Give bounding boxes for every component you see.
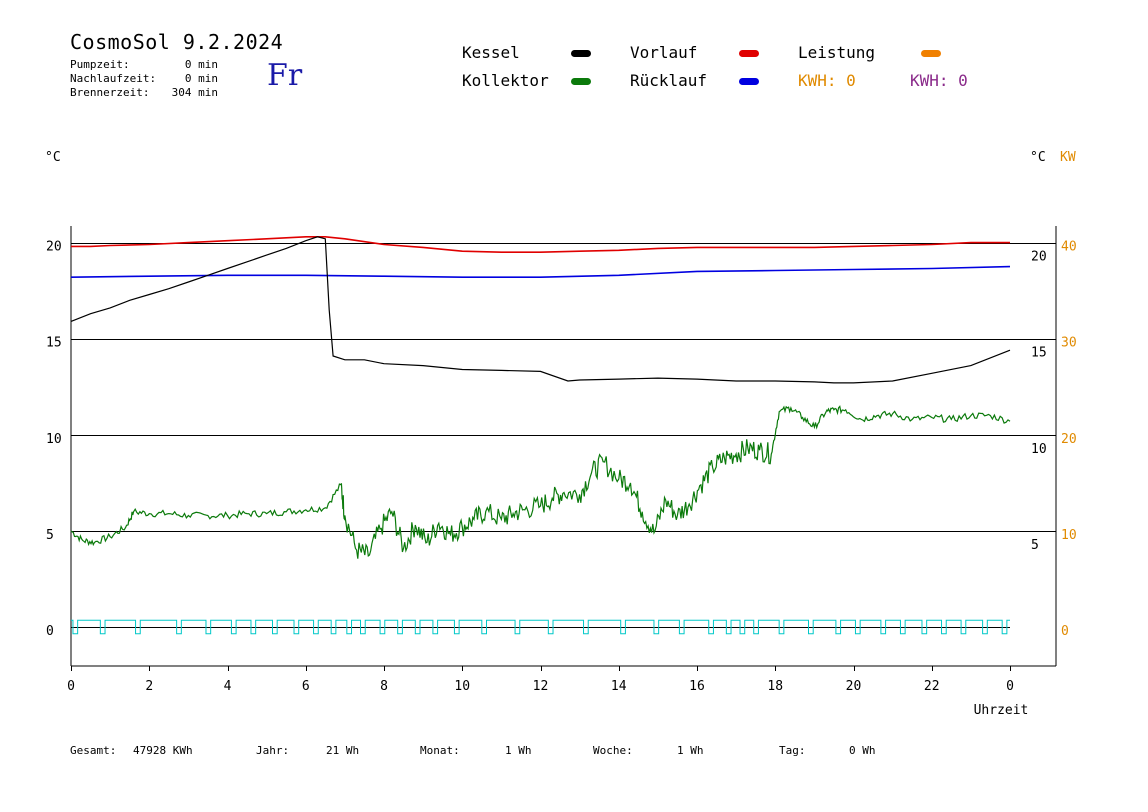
x-tick-label-11: 22 xyxy=(924,679,940,694)
left-tick-label-5: 5 xyxy=(46,528,54,543)
x-tick-label-8: 16 xyxy=(689,679,705,694)
pumpzeit-value: 0 min xyxy=(184,58,218,71)
left-tick-label-0: 0 xyxy=(46,624,54,639)
x-tick-label-9: 18 xyxy=(767,679,783,694)
legend-vorlauf-label: Vorlauf xyxy=(630,43,698,62)
brennerzeit-label: Brennerzeit: xyxy=(70,86,150,99)
footer-jahr-label: Jahr: xyxy=(256,744,290,757)
series-kessel-line xyxy=(70,236,1011,384)
series-pumpe-line xyxy=(71,619,1010,635)
right-kw-tick-30: 30 xyxy=(1061,336,1077,351)
x-axis-label: Uhrzeit xyxy=(974,703,1029,718)
pumpzeit-label: Pumpzeit: xyxy=(70,58,130,71)
right-celsius-tick-15: 15 xyxy=(1031,346,1047,361)
legend-kessel-label: Kessel xyxy=(462,43,520,62)
legend-ruecklauf-swatch xyxy=(739,78,759,85)
nachlaufzeit-label: Nachlaufzeit: xyxy=(70,72,157,85)
right-kw-tick-20: 20 xyxy=(1061,432,1077,447)
footer-gesamt-value: 47928 KWh xyxy=(133,744,193,757)
x-tick-label-0: 0 xyxy=(67,679,75,694)
chart-title: CosmoSol 9.2.2024 xyxy=(70,30,284,54)
legend-kollektor-swatch xyxy=(571,78,591,85)
x-tick-label-6: 12 xyxy=(533,679,549,694)
footer-woche-value: 1 Wh xyxy=(677,744,704,757)
left-tick-label-10: 10 xyxy=(46,432,62,447)
x-tick-label-4: 8 xyxy=(380,679,388,694)
x-tick-label-2: 4 xyxy=(224,679,232,694)
legend-kessel-swatch xyxy=(571,50,591,57)
right-kw-tick-40: 40 xyxy=(1061,240,1077,255)
x-tick-label-10: 20 xyxy=(846,679,862,694)
left-axis-unit: °C xyxy=(45,150,61,165)
legend-kollektor-label: Kollektor xyxy=(462,71,549,90)
series-ruecklauf-line xyxy=(70,265,1011,278)
right-axis-unit-celsius: °C xyxy=(1030,150,1046,165)
legend-vorlauf-swatch xyxy=(739,50,759,57)
x-tick-label-7: 14 xyxy=(611,679,627,694)
x-tick-label-12: 0 xyxy=(1006,679,1014,694)
legend-leistung-swatch xyxy=(921,50,941,57)
footer-monat-label: Monat: xyxy=(420,744,460,757)
right-axis-unit-kw: KW xyxy=(1060,150,1076,165)
left-tick-label-15: 15 xyxy=(46,336,62,351)
kwh-orange-label: KWH: 0 xyxy=(798,71,856,90)
x-tick-label-3: 6 xyxy=(302,679,310,694)
footer-monat-value: 1 Wh xyxy=(505,744,532,757)
footer-tag-value: 0 Wh xyxy=(849,744,876,757)
footer-gesamt-label: Gesamt: xyxy=(70,744,117,757)
kwh-purple-label: KWH: 0 xyxy=(910,71,968,90)
x-tick-label-5: 10 xyxy=(454,679,470,694)
weekday-label: Fr xyxy=(267,58,303,93)
legend-leistung-label: Leistung xyxy=(798,43,876,62)
brennerzeit-value: 304 min xyxy=(171,86,218,99)
series-vorlauf-line xyxy=(71,236,1010,253)
x-tick-label-1: 2 xyxy=(145,679,153,694)
legend-ruecklauf-label: Rücklauf xyxy=(630,71,708,90)
left-tick-label-20: 20 xyxy=(46,240,62,255)
footer-tag-label: Tag: xyxy=(779,744,806,757)
footer-jahr-value: 21 Wh xyxy=(326,744,360,757)
right-kw-tick-10: 10 xyxy=(1061,528,1077,543)
right-celsius-tick-20: 20 xyxy=(1031,250,1047,265)
nachlaufzeit-value: 0 min xyxy=(184,72,218,85)
footer-woche-label: Woche: xyxy=(593,744,633,757)
right-celsius-tick-5: 5 xyxy=(1031,538,1039,553)
right-celsius-tick-10: 10 xyxy=(1031,442,1047,457)
right-kw-tick-0: 0 xyxy=(1061,624,1069,639)
series-kollektor-line xyxy=(70,405,1011,559)
